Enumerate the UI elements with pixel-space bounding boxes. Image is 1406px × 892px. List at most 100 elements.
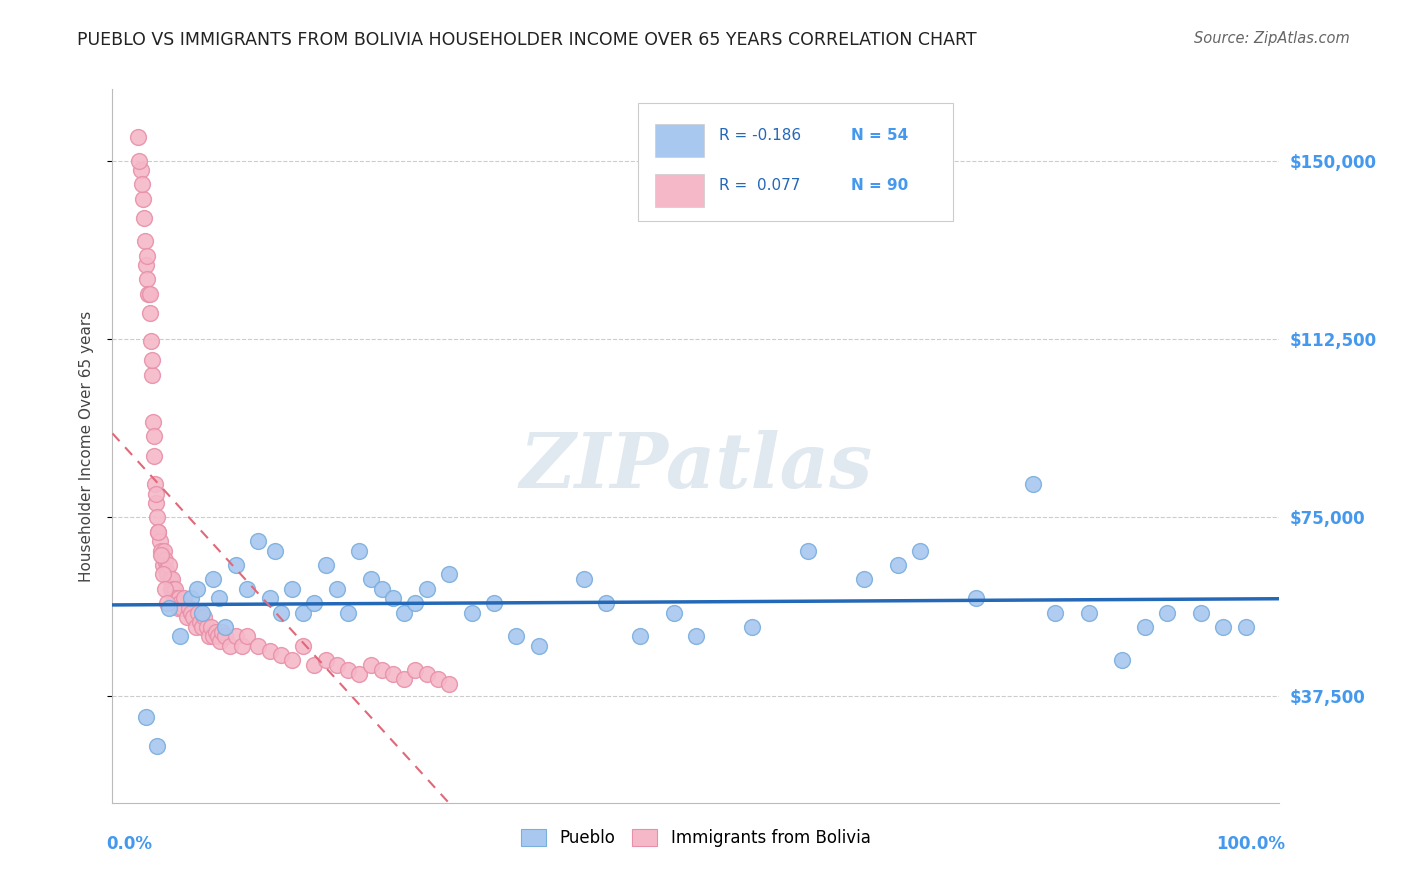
- Point: [143, 449, 166, 463]
- Point: [157, 558, 180, 572]
- Point: [127, 129, 149, 144]
- Point: [1021, 477, 1043, 491]
- Point: [180, 591, 202, 606]
- Point: [1212, 620, 1234, 634]
- Point: [259, 591, 281, 606]
- Point: [225, 558, 247, 572]
- Legend: Pueblo, Immigrants from Bolivia: Pueblo, Immigrants from Bolivia: [513, 821, 879, 855]
- Point: [505, 629, 527, 643]
- Text: 100.0%: 100.0%: [1216, 835, 1285, 853]
- Point: [270, 606, 292, 620]
- Point: [371, 663, 394, 677]
- Point: [910, 543, 932, 558]
- Point: [231, 639, 253, 653]
- Point: [360, 572, 382, 586]
- Point: [162, 582, 184, 596]
- Point: [281, 653, 304, 667]
- Point: [191, 606, 214, 620]
- Point: [595, 596, 617, 610]
- Point: [167, 591, 190, 606]
- Point: [392, 672, 416, 686]
- Point: [202, 572, 225, 586]
- Point: [204, 624, 226, 639]
- Point: [337, 606, 360, 620]
- Point: [209, 634, 232, 648]
- Point: [191, 620, 214, 634]
- Point: [202, 629, 225, 643]
- Point: [292, 639, 315, 653]
- Point: [146, 510, 169, 524]
- Point: [143, 429, 166, 443]
- Point: [152, 567, 174, 582]
- Point: [349, 543, 371, 558]
- Point: [156, 596, 179, 610]
- Point: [371, 582, 394, 596]
- Point: [315, 653, 337, 667]
- Point: [292, 606, 315, 620]
- Point: [184, 620, 207, 634]
- Point: [200, 620, 222, 634]
- Point: [135, 258, 157, 272]
- Point: [1043, 606, 1066, 620]
- Text: N = 90: N = 90: [851, 178, 908, 193]
- Point: [360, 657, 382, 672]
- Point: [166, 600, 188, 615]
- Point: [281, 582, 304, 596]
- Point: [797, 543, 820, 558]
- Point: [180, 606, 202, 620]
- Point: [177, 600, 200, 615]
- Point: [392, 606, 416, 620]
- Point: [404, 663, 426, 677]
- Point: [628, 629, 651, 643]
- Point: [141, 353, 163, 368]
- Point: [142, 415, 165, 429]
- Point: [176, 610, 198, 624]
- Point: [219, 639, 242, 653]
- Point: [146, 739, 169, 753]
- Point: [966, 591, 988, 606]
- Point: [1077, 606, 1099, 620]
- FancyBboxPatch shape: [655, 124, 704, 157]
- Point: [132, 211, 155, 225]
- Point: [129, 163, 152, 178]
- Point: [404, 596, 426, 610]
- Point: [195, 620, 218, 634]
- Point: [211, 624, 233, 639]
- Point: [155, 582, 177, 596]
- Point: [186, 582, 208, 596]
- Text: 0.0%: 0.0%: [107, 835, 153, 853]
- Point: [304, 657, 326, 672]
- Point: [437, 677, 460, 691]
- Point: [236, 629, 259, 643]
- Point: [214, 629, 236, 643]
- Point: [225, 629, 247, 643]
- Point: [134, 235, 156, 249]
- Point: [128, 153, 150, 168]
- Point: [143, 477, 166, 491]
- Point: [887, 558, 910, 572]
- Point: [337, 663, 360, 677]
- Point: [527, 639, 550, 653]
- Point: [236, 582, 259, 596]
- Point: [188, 615, 211, 629]
- Point: [169, 596, 191, 610]
- Point: [165, 591, 187, 606]
- Text: R = -0.186: R = -0.186: [720, 128, 801, 143]
- Point: [163, 591, 186, 606]
- Point: [155, 553, 177, 567]
- Point: [148, 524, 170, 539]
- Point: [131, 178, 153, 192]
- Point: [1156, 606, 1178, 620]
- Point: [853, 572, 876, 586]
- Point: [138, 286, 160, 301]
- Point: [159, 582, 183, 596]
- Point: [132, 192, 155, 206]
- Point: [1133, 620, 1156, 634]
- Point: [136, 272, 159, 286]
- Point: [145, 496, 167, 510]
- Point: [187, 606, 209, 620]
- Text: PUEBLO VS IMMIGRANTS FROM BOLIVIA HOUSEHOLDER INCOME OVER 65 YEARS CORRELATION C: PUEBLO VS IMMIGRANTS FROM BOLIVIA HOUSEH…: [77, 31, 977, 49]
- Point: [259, 643, 281, 657]
- Point: [156, 567, 179, 582]
- Point: [382, 667, 405, 681]
